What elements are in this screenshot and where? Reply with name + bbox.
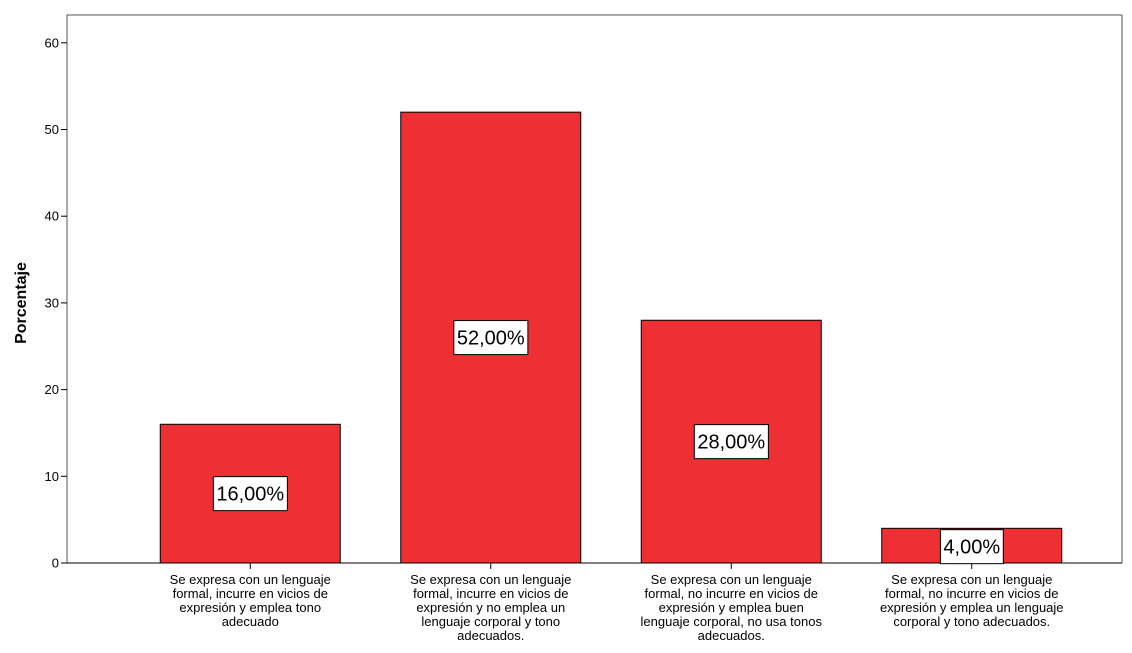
x-tick-label: Se expresa con un lenguaje formal, no inc… [880,572,1064,629]
data-label-text: 28,00% [697,432,765,454]
data-label-box [212,476,288,512]
y-tick-label: 10 [45,469,59,484]
data-label-box [693,424,769,460]
y-tick-label: 0 [52,556,59,571]
y-tick-label: 40 [45,209,59,224]
data-label: 16,00% [212,476,288,512]
data-label-text: 52,00% [457,328,525,350]
y-tick-label: 30 [45,295,59,310]
data-label-text: 16,00% [216,484,284,506]
plot-frame-line [66,14,1123,563]
data-label: 4,00% [939,529,1004,565]
data-label-text: 4,00% [943,537,1000,559]
data-label: 28,00% [693,424,769,460]
data-label: 52,00% [453,320,529,356]
data-labels: 16,00% 52,00% 28,00% 4,00% [212,320,1004,565]
y-tick-label: 20 [45,382,59,397]
y-tick-label: 60 [45,35,59,50]
bars [159,111,1063,564]
plot-frame [66,14,1123,563]
data-label-box [453,320,529,356]
y-tick-label: 50 [45,122,59,137]
x-axis: Se expresa con un lenguaje formal, incurr… [67,562,1122,643]
y-axis-label: Porcentaje [13,262,30,344]
x-tick-label: Se expresa con un lenguaje formal, incurr… [410,572,571,643]
x-tick-label: Se expresa con un lenguaje formal, no inc… [641,572,823,643]
y-axis: 0 10 20 30 40 50 60 [45,35,67,571]
x-tick-label: Se expresa con un lenguaje formal, incurr… [170,572,331,629]
data-label-box [939,529,1004,565]
